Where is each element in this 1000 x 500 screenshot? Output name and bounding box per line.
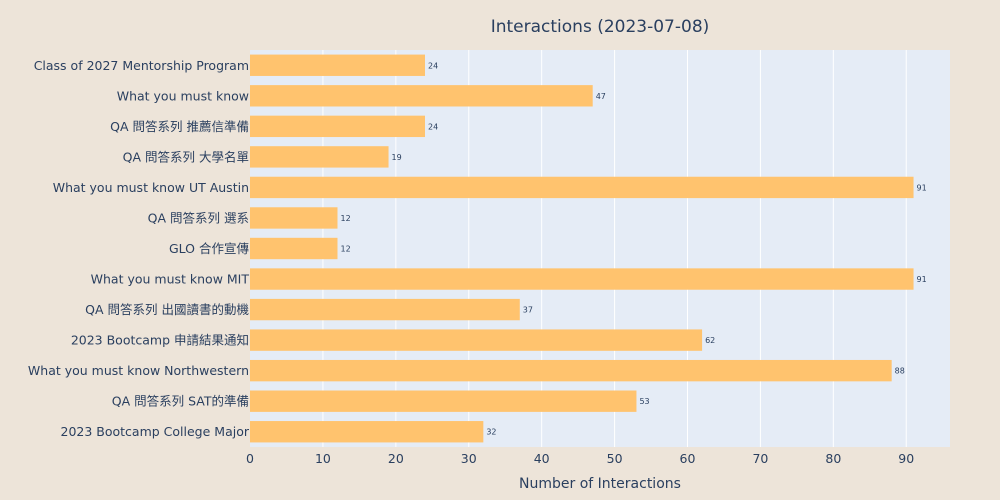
x-tick-label: 30 [461,451,477,466]
bar-value-label: 91 [917,183,927,192]
bar [250,298,520,321]
bar [250,85,593,107]
x-axis-title: Number of Interactions [519,476,681,492]
bar [250,115,425,138]
bar-value-label: 12 [341,245,351,254]
category-label: GLO 合作宣傳 [169,241,250,256]
bar-value-label: 91 [917,275,927,284]
category-labels: Class of 2027 Mentorship Program What you… [28,58,250,439]
bar-value-label: 32 [486,428,496,437]
bar [250,54,425,76]
category-label: Class of 2027 Mentorship Program [34,58,249,73]
bar [250,268,914,290]
bars [250,54,914,443]
category-label: What you must know [117,88,249,103]
category-label: QA 問答系列 SAT的準備 [112,394,249,409]
category-label: What you must know UT Austin [53,180,249,195]
data-labels: 24 47 24 19 91 12 12 91 37 62 88 53 32 [341,61,927,436]
x-tick-label: 40 [534,451,550,466]
x-tick-label: 60 [680,451,696,466]
chart-title: Interactions (2023-07-08) [491,17,710,37]
plot-area [250,50,950,447]
bar-value-label: 24 [428,122,438,131]
x-tick-label: 70 [752,451,768,466]
x-tick-label: 0 [246,451,254,466]
category-label: QA 問答系列 出國讀書的動機 [85,302,249,317]
bar [250,329,703,351]
x-tick-labels: 0 10 20 30 40 50 60 70 80 90 [246,451,914,466]
bar-value-label: 53 [639,397,649,406]
bar-value-label: 19 [392,153,402,162]
x-tick-label: 80 [825,451,841,466]
category-label: 2023 Bootcamp 申請結果通知 [71,333,249,348]
category-label: QA 問答系列 選系 [148,210,249,225]
bar [250,146,389,168]
bar [250,176,914,199]
bar-value-label: 12 [341,214,351,223]
bar-value-label: 88 [895,367,905,376]
category-label: What you must know MIT [91,272,250,287]
category-label: What you must know Northwestern [28,363,249,378]
category-label: QA 問答系列 推薦信準備 [110,119,249,134]
bar-value-label: 37 [523,306,533,315]
bar-value-label: 24 [428,61,438,70]
x-tick-label: 10 [315,451,331,466]
bar-value-label: 62 [705,336,715,345]
bar [250,421,484,443]
bar-value-label: 47 [596,92,606,101]
x-tick-label: 50 [607,451,623,466]
bar [250,237,338,260]
bar [250,390,637,412]
x-tick-label: 90 [898,451,914,466]
bar [250,359,892,382]
category-label: QA 問答系列 大學名單 [123,149,249,164]
x-tick-label: 20 [388,451,404,466]
category-label: 2023 Bootcamp College Major [61,424,250,439]
bar [250,207,338,229]
